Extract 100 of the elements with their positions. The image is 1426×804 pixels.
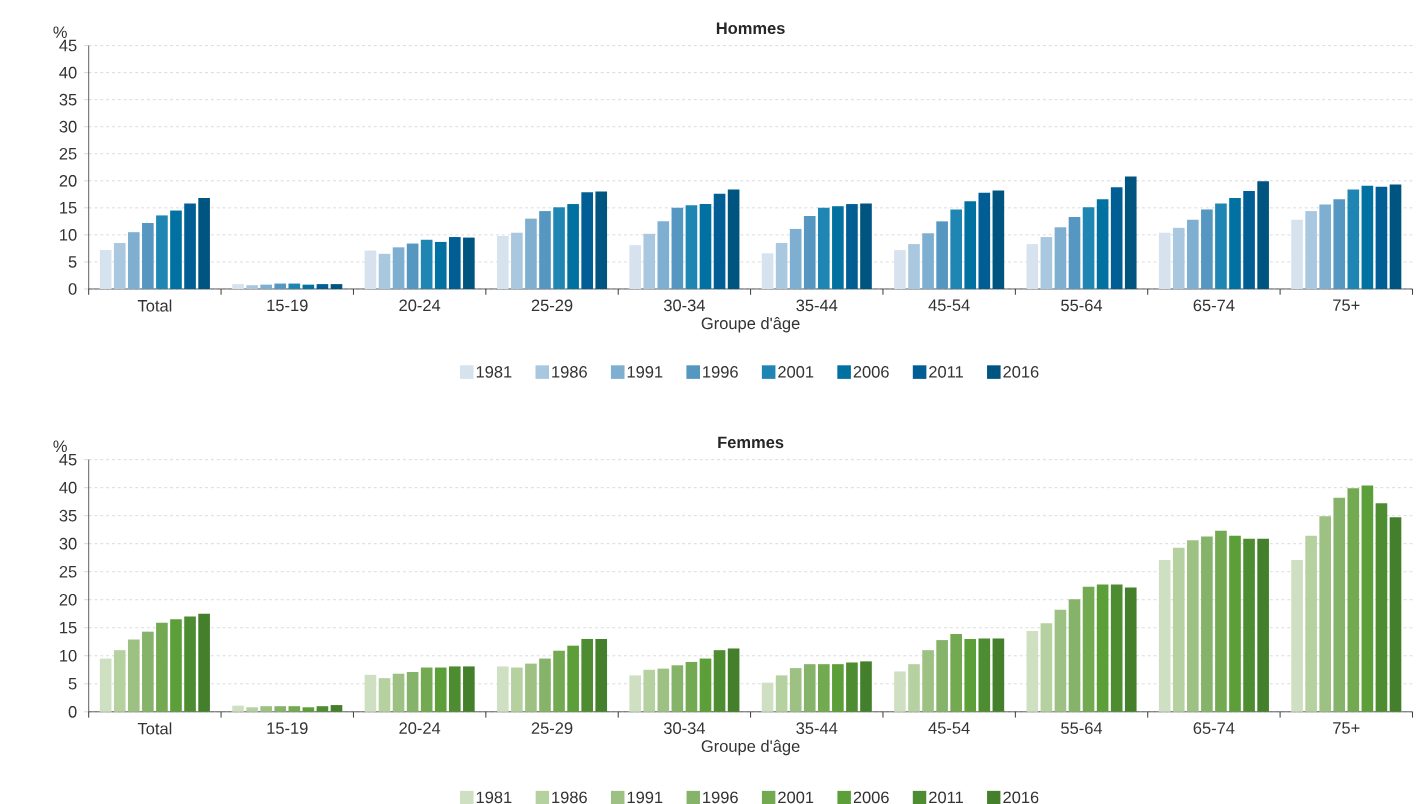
bar [1201, 209, 1213, 290]
x-tick-label: 35-44 [796, 722, 838, 735]
bar [553, 207, 565, 290]
bar [448, 237, 461, 290]
y-tick-label: 0 [68, 705, 77, 718]
bar [1040, 623, 1053, 712]
bar [775, 243, 788, 290]
x-tick-label: 75+ [1333, 299, 1360, 312]
bar [511, 232, 523, 290]
bar [170, 210, 182, 290]
legend-label: 2006 [853, 366, 889, 378]
bar [184, 616, 196, 712]
bar [629, 245, 641, 290]
bar [246, 285, 258, 290]
bar [246, 707, 258, 712]
bar [832, 206, 844, 290]
y-tick-label: 5 [68, 256, 77, 268]
bar [1333, 199, 1346, 290]
bar [1187, 540, 1199, 712]
x-tick-label: 25-29 [531, 722, 573, 735]
bar [1347, 189, 1360, 290]
bar [406, 243, 419, 290]
bar [463, 666, 475, 712]
bar [406, 672, 419, 712]
bar [713, 193, 726, 290]
bar [170, 619, 182, 712]
bar [1305, 535, 1317, 712]
bar [113, 243, 126, 290]
y-tick-label: 35 [59, 509, 77, 522]
y-tick-label: 30 [59, 537, 77, 550]
bar [1347, 488, 1360, 712]
bar [713, 650, 726, 712]
bar [1026, 631, 1039, 712]
x-tick-label: 45-54 [928, 722, 970, 734]
bar [1375, 503, 1388, 712]
bar [1215, 530, 1227, 712]
bar [950, 633, 963, 712]
y-tick-label: 45 [59, 453, 77, 466]
bar [894, 250, 906, 290]
bar [978, 638, 991, 712]
bar [803, 664, 816, 712]
bar [643, 233, 656, 290]
bar [232, 284, 244, 290]
bar [127, 639, 140, 712]
x-tick-label: 30-34 [663, 722, 705, 735]
bar [539, 211, 551, 290]
bar [448, 666, 461, 712]
bar [1229, 535, 1241, 712]
bar [1257, 538, 1269, 712]
y-tick-label: 20 [59, 174, 77, 187]
x-axis-title: Groupe d'âge [701, 739, 800, 756]
bar [1054, 227, 1067, 290]
bar [288, 283, 301, 290]
bar [908, 664, 920, 712]
bar [1068, 599, 1081, 712]
bar [1082, 207, 1095, 290]
bar [99, 658, 112, 712]
bar [1361, 485, 1374, 712]
y-axis-title: % [53, 440, 67, 453]
bar [434, 241, 447, 290]
y-tick-label: 40 [59, 481, 77, 494]
bar [232, 705, 244, 712]
legend-label: 1996 [703, 366, 738, 378]
bar [1291, 559, 1303, 712]
bar [1243, 191, 1255, 290]
bar [1257, 181, 1269, 290]
legend-label: 2001 [778, 791, 814, 804]
chart-title: Hommes [716, 22, 785, 35]
x-tick-label: Total [137, 722, 172, 735]
bar [316, 706, 329, 712]
bar [434, 667, 447, 712]
bar [964, 201, 977, 290]
legend-label: 1996 [703, 791, 738, 804]
bar [260, 706, 272, 712]
bar [113, 650, 126, 712]
bar [1124, 176, 1137, 290]
bar [1110, 584, 1123, 712]
bar [964, 638, 977, 712]
bar [1040, 237, 1053, 290]
bar [761, 682, 774, 712]
bar [1172, 227, 1185, 290]
x-tick-label: 25-29 [531, 299, 573, 312]
bar [330, 705, 343, 712]
bar [1389, 517, 1402, 712]
y-tick-label: 10 [60, 229, 77, 241]
legend-label: 1991 [627, 366, 663, 378]
x-tick-label: 65-74 [1193, 722, 1235, 735]
y-tick-label: 10 [60, 649, 77, 662]
y-tick-label: 25 [59, 147, 77, 160]
bar [671, 207, 684, 290]
bar [1389, 184, 1402, 290]
y-tick-label: 0 [68, 283, 77, 295]
bar [567, 645, 579, 712]
legend-label: 1986 [552, 366, 587, 378]
bar [156, 622, 168, 712]
bar [316, 284, 329, 290]
bar [595, 191, 608, 290]
bar [198, 613, 210, 712]
bar [992, 638, 1005, 712]
bar [1319, 516, 1332, 712]
